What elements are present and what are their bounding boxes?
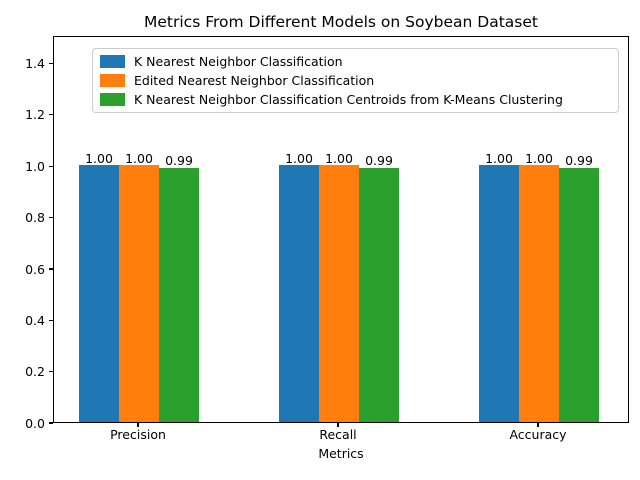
x-tick-label-accuracy: Accuracy	[509, 427, 567, 442]
y-tick-mark	[49, 63, 53, 65]
x-tick-mark	[137, 423, 139, 427]
y-tick-mark	[49, 422, 53, 424]
y-tick-mark	[49, 268, 53, 270]
bar-value-label: 0.99	[365, 153, 393, 169]
bar-value-label: 1.00	[525, 150, 553, 166]
legend-item-knn: K Nearest Neighbor Classification	[100, 53, 610, 70]
legend-swatch-green-icon	[100, 93, 125, 106]
bar-value-label: 1.00	[125, 150, 153, 166]
y-tick-mark	[49, 165, 53, 167]
bar-value-label: 0.99	[565, 153, 593, 169]
legend-item-knn-centroids: K Nearest Neighbor Classification Centro…	[100, 91, 610, 108]
bar-recall-series-0	[279, 165, 319, 422]
y-tick-mark	[49, 217, 53, 219]
bar-value-label: 1.00	[285, 150, 313, 166]
y-tick-label: 1.2	[25, 107, 45, 123]
y-tick-label: 0.8	[25, 210, 45, 226]
y-tick-label: 0.2	[25, 364, 45, 380]
x-axis-label: Metrics	[318, 446, 364, 461]
x-tick-label-recall: Recall	[319, 427, 357, 442]
y-tick-label: 0.6	[25, 261, 45, 277]
y-tick-mark	[49, 371, 53, 373]
bar-accuracy-series-0	[479, 165, 519, 422]
legend-label-knn-centroids: K Nearest Neighbor Classification Centro…	[134, 92, 563, 107]
y-tick-mark	[49, 319, 53, 321]
bar-precision-series-1	[119, 165, 159, 422]
bar-accuracy-series-2	[559, 167, 599, 422]
y-tick-label: 1.4	[25, 56, 45, 72]
bars-layer: 1.00 1.00 1.00 1.00 1.00 1.00 0.99 0.99 0.99	[54, 37, 628, 422]
legend-label-enn: Edited Nearest Neighbor Classification	[134, 73, 375, 88]
plot-area: 1.00 1.00 1.00 1.00 1.00 1.00 0.99 0.99 0.99 K N…	[53, 36, 629, 423]
chart-title: Metrics From Different Models on Soybean…	[144, 13, 538, 31]
bar-precision-series-2	[159, 167, 199, 422]
legend-swatch-orange-icon	[100, 74, 125, 87]
y-tick-label: 0.4	[25, 312, 45, 328]
legend-label-knn: K Nearest Neighbor Classification	[134, 54, 343, 69]
bar-value-label: 1.00	[85, 150, 113, 166]
legend-swatch-blue-icon	[100, 55, 125, 68]
y-tick-mark	[49, 114, 53, 116]
bar-precision-series-0	[79, 165, 119, 422]
bar-accuracy-series-1	[519, 165, 559, 422]
y-tick-label: 0.0	[25, 415, 45, 431]
legend: K Nearest Neighbor Classification Edited…	[92, 48, 619, 113]
bar-value-label: 1.00	[485, 150, 513, 166]
bar-value-label: 1.00	[325, 150, 353, 166]
x-tick-mark	[537, 423, 539, 427]
x-tick-mark	[337, 423, 339, 427]
bar-recall-series-2	[359, 167, 399, 422]
legend-item-enn: Edited Nearest Neighbor Classification	[100, 72, 610, 89]
bar-recall-series-1	[319, 165, 359, 422]
x-tick-label-precision: Precision	[110, 427, 166, 442]
y-tick-label: 1.0	[25, 158, 45, 174]
bar-value-label: 0.99	[165, 153, 193, 169]
